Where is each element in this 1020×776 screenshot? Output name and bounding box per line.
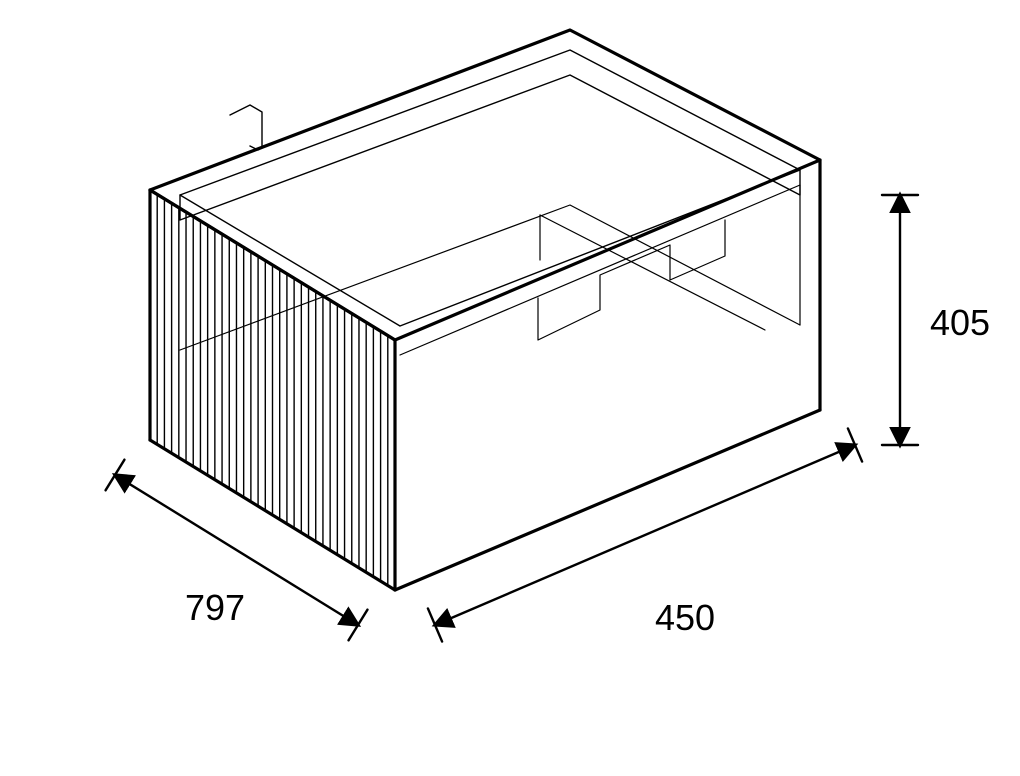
- width-dimension-label: 797: [185, 587, 245, 628]
- depth-dimension-label: 450: [655, 597, 715, 638]
- height-dimension-label: 405: [930, 302, 990, 343]
- cabinet-body: [150, 30, 820, 590]
- technical-drawing: 797 450 405: [0, 0, 1020, 776]
- dimension-lines: [106, 195, 918, 642]
